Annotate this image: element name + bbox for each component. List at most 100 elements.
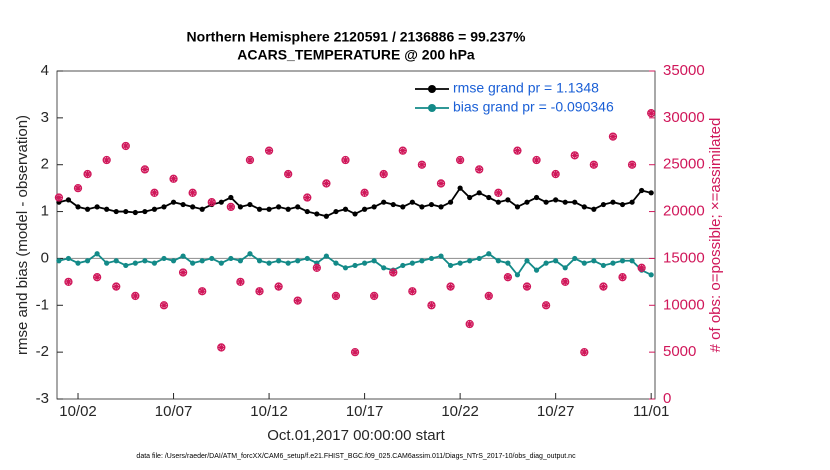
obs-marker [541,301,551,310]
series-marker [237,204,244,210]
series-marker [514,204,521,210]
series-marker [361,206,368,212]
series-marker [447,199,454,205]
y-tick-label: -1 [36,296,49,313]
obs-marker [379,169,388,179]
y2-tick-label: 15000 [663,249,705,266]
obs-marker [360,188,369,197]
series-marker [180,253,186,259]
obs-marker [522,282,532,291]
obs-marker [188,188,197,197]
y2-tick-label: 0 [663,390,671,407]
obs-marker [121,141,130,151]
obs-marker [207,198,216,207]
series-marker [56,258,62,264]
obs-marker [264,146,274,155]
series-marker [84,258,91,264]
series-marker [591,206,597,212]
legend-label: bias grand pr = -0.090346 [453,99,614,115]
y-axis-label: rmse and bias (model - observation) [14,115,31,355]
series-marker [218,199,224,205]
series-marker [295,204,301,210]
series-marker [476,255,482,262]
obs-marker [83,169,92,179]
x-axis-label: Oct.01,2017 00:00:00 start [267,427,445,444]
series-marker [123,208,129,215]
obs-marker [293,296,302,305]
obs-marker [236,277,245,286]
series-marker [342,206,349,212]
series-marker [495,199,501,205]
series-marker [619,201,626,208]
obs-marker [140,165,150,174]
series-marker [209,255,215,262]
series-marker [629,199,635,205]
series-marker [476,190,482,196]
obs-marker [436,179,446,188]
series-marker [132,209,138,216]
obs-marker [169,174,178,183]
series-marker [419,204,425,210]
series-marker [400,204,406,210]
series-marker [409,260,415,266]
series-marker [161,255,167,262]
series-marker [600,262,607,269]
obs-marker [112,282,121,291]
series-marker [648,272,654,278]
obs-marker [159,301,169,310]
series-marker [65,197,72,203]
y-tick-label: 1 [41,203,49,220]
series-marker [533,194,540,201]
x-tick-label: 10/17 [346,403,384,420]
obs-marker [102,155,111,165]
series-marker [65,255,72,262]
series-marker [543,199,549,205]
series-marker [514,272,521,278]
series-marker [524,258,530,264]
series-marker [94,204,100,210]
series-marker [266,260,272,266]
series-marker [333,208,339,215]
x-tick-label: 11/01 [633,403,669,420]
obs-marker [350,348,360,357]
obs-marker [255,287,264,296]
y2-tick-label: 30000 [663,109,705,126]
series-marker [314,211,320,217]
series-marker [409,199,415,205]
obs-marker [417,160,427,169]
series-marker [104,206,110,212]
series-marker [381,265,387,271]
series-marker [151,260,158,266]
series-marker [533,267,540,273]
series-marker [276,258,282,264]
obs-marker [198,287,207,296]
obs-marker [475,165,484,174]
obs-marker [618,273,627,282]
series-marker [562,265,568,271]
y-tick-label: 2 [41,156,49,173]
obs-marker [589,160,599,169]
series-marker [256,258,263,264]
obs-marker [513,146,522,155]
series-marker [113,208,119,215]
obs-marker [551,169,560,179]
series-marker [180,201,186,208]
obs-marker [217,343,226,352]
series-marker [142,258,148,264]
obs-marker [398,146,407,155]
series-marker [228,255,234,262]
footnote: data file: /Users/raeder/DAI/ATM_forcXX/… [136,453,576,460]
series-marker [639,187,645,194]
series-marker [486,251,492,257]
x-tick-label: 10/02 [59,403,97,420]
obs-marker [150,188,159,197]
obs-marker [408,287,417,296]
chart-subtitle: ACARS_TEMPERATURE @ 200 hPa [237,47,475,63]
x-tick-label: 10/07 [155,403,193,420]
series-marker [581,260,587,266]
obs-marker [341,155,350,165]
series-marker [285,206,291,212]
series-marker [438,204,444,210]
y2-axis-label: # of obs: o=possible; ×=assimilated [707,118,724,353]
chart-title: Northern Hemisphere 2120591 / 2136886 = … [187,29,526,45]
